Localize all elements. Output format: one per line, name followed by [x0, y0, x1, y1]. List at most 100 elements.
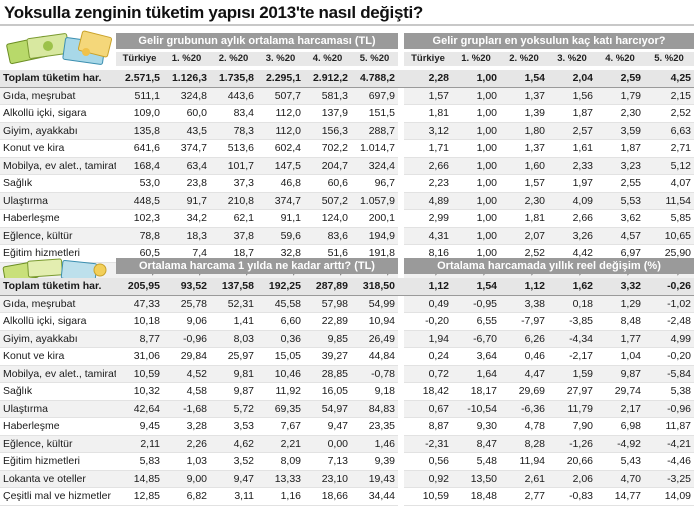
cell-right: -1,26: [548, 435, 596, 453]
cell-left: 0,00: [304, 435, 351, 453]
column-header-left-5: 5. %20: [359, 53, 390, 64]
cell-left: 2.912,2: [304, 70, 351, 88]
cell-right: 1,56: [548, 87, 596, 105]
cell-left: 57,98: [304, 295, 351, 313]
column-header-right-2: 2. %20: [509, 53, 539, 64]
table-row: Ulaştırma 42,64 -1,68 5,72 69,35 54,97 84,83 0,…: [0, 400, 694, 418]
cell-right: 1,00: [452, 227, 500, 245]
cell-right: 2,06: [548, 470, 596, 488]
cell-left: 7,67: [257, 417, 304, 436]
cell-left: 192,25: [257, 278, 304, 296]
cell-right: 3,23: [596, 157, 644, 175]
column-header-right-1: 1. %20: [461, 53, 491, 64]
cell-right: 4,07: [644, 174, 694, 193]
cell-right: 1,60: [500, 157, 548, 175]
cell-left: 9,47: [304, 417, 351, 436]
table-row: Sağlık 53,0 23,8 37,3 46,8 60,6 96,7 2,23 1,00 1,…: [0, 174, 694, 193]
cell-left: 54,99: [351, 295, 398, 313]
cell-left: 84,83: [351, 400, 398, 418]
cell-left: 78,8: [116, 227, 163, 245]
cell-right: 1,80: [500, 122, 548, 140]
cell-left: 83,6: [304, 227, 351, 245]
column-header-left-0: Türkiye: [122, 53, 157, 64]
cell-left: 4,58: [163, 382, 210, 401]
cell-right: 4,78: [500, 417, 548, 436]
table-row: Giyim, ayakkabı 135,8 43,5 78,3 112,0 156,3 28…: [0, 122, 694, 140]
cell-right: -6,36: [500, 400, 548, 418]
cell-right: -0,26: [644, 278, 694, 296]
cell-right: 1,64: [452, 365, 500, 383]
cell-left: 52,31: [210, 295, 257, 313]
cell-right: 3,38: [500, 295, 548, 313]
cell-left: 9,39: [351, 452, 398, 471]
column-header-row-right: [404, 52, 694, 66]
cell-right: 1,00: [452, 139, 500, 158]
cell-left: 15,05: [257, 347, 304, 366]
cell-right: 1,00: [452, 104, 500, 123]
cell-left: 91,7: [163, 192, 210, 210]
cell-left: 702,2: [304, 139, 351, 158]
row-label: Gıda, meşrubat: [0, 295, 116, 313]
row-label: Gıda, meşrubat: [0, 87, 116, 105]
cell-right: 6,98: [596, 417, 644, 436]
cell-left: 102,3: [116, 209, 163, 228]
cell-left: 200,1: [351, 209, 398, 228]
cell-left: 124,0: [304, 209, 351, 228]
section-ratio-heading: Gelir grupları en yoksulun kaç katı harc…: [404, 33, 694, 49]
cell-left: -0,78: [351, 365, 398, 383]
cell-right: 0,18: [548, 295, 596, 313]
cell-left: 135,8: [116, 122, 163, 140]
row-label: Lokanta ve oteller: [0, 470, 116, 488]
table-row: Gıda, meşrubat 47,33 25,78 52,31 45,58 57,98 5…: [0, 295, 694, 313]
cell-right: -0,20: [404, 312, 452, 331]
money-illustration-icon: [6, 30, 113, 65]
cell-left: 37,8: [210, 227, 257, 245]
cell-right: 4,99: [644, 330, 694, 348]
table-row: Konut ve kira 31,06 29,84 25,97 15,05 39,27 44…: [0, 347, 694, 366]
row-label: Mobilya, ev alet., tamirat: [0, 365, 116, 383]
table-row: Lokanta ve oteller 14,85 9,00 9,47 13,33 23,1…: [0, 470, 694, 488]
cell-right: -6,70: [452, 330, 500, 348]
cell-right: -5,84: [644, 365, 694, 383]
cell-right: 1,39: [500, 104, 548, 123]
cell-left: 54,97: [304, 400, 351, 418]
cell-right: 1,87: [596, 139, 644, 158]
cell-left: 22,89: [304, 312, 351, 331]
row-label: Giyim, ayakkabı: [0, 122, 116, 140]
cell-left: 1,41: [210, 312, 257, 331]
cell-right: -3,25: [644, 470, 694, 488]
cell-right: 2,71: [644, 139, 694, 158]
column-gap: [398, 278, 404, 296]
column-header-left-1: 1. %20: [171, 53, 202, 64]
cell-left: 8,77: [116, 330, 163, 348]
cell-left: 47,33: [116, 295, 163, 313]
cell-right: 5,43: [596, 452, 644, 471]
cell-left: 39,27: [304, 347, 351, 366]
cell-left: 2.571,5: [116, 70, 163, 88]
cell-left: 46,8: [257, 174, 304, 193]
cell-right: 7,90: [548, 417, 596, 436]
cell-right: -0,20: [644, 347, 694, 366]
cell-left: 5,72: [210, 400, 257, 418]
cell-right: 2,23: [404, 174, 452, 193]
cell-left: 8,03: [210, 330, 257, 348]
cell-left: 5,83: [116, 452, 163, 471]
cell-right: 29,69: [500, 382, 548, 401]
cell-right: 11,54: [644, 192, 694, 210]
cell-right: 5,12: [644, 157, 694, 175]
column-header-left-2: 2. %20: [218, 53, 249, 64]
cell-left: 9,87: [210, 382, 257, 401]
cell-left: 93,52: [163, 278, 210, 296]
section-monthly-spending-heading: Gelir grubunun aylık ortalama harcaması …: [116, 33, 398, 49]
column-header-right-5: 5. %20: [654, 53, 684, 64]
cell-right: 2,59: [596, 70, 644, 88]
cell-left: 10,94: [351, 312, 398, 331]
cell-right: 4,09: [548, 192, 596, 210]
cell-right: 0,72: [404, 365, 452, 383]
cell-right: 10,65: [644, 227, 694, 245]
cell-right: -4,34: [548, 330, 596, 348]
cell-right: 14,09: [644, 487, 694, 506]
table-row: Haberleşme 9,45 3,28 3,53 7,67 9,47 23,35 8,87 9…: [0, 417, 694, 436]
cell-right: -7,97: [500, 312, 548, 331]
cell-left: 204,7: [304, 157, 351, 175]
